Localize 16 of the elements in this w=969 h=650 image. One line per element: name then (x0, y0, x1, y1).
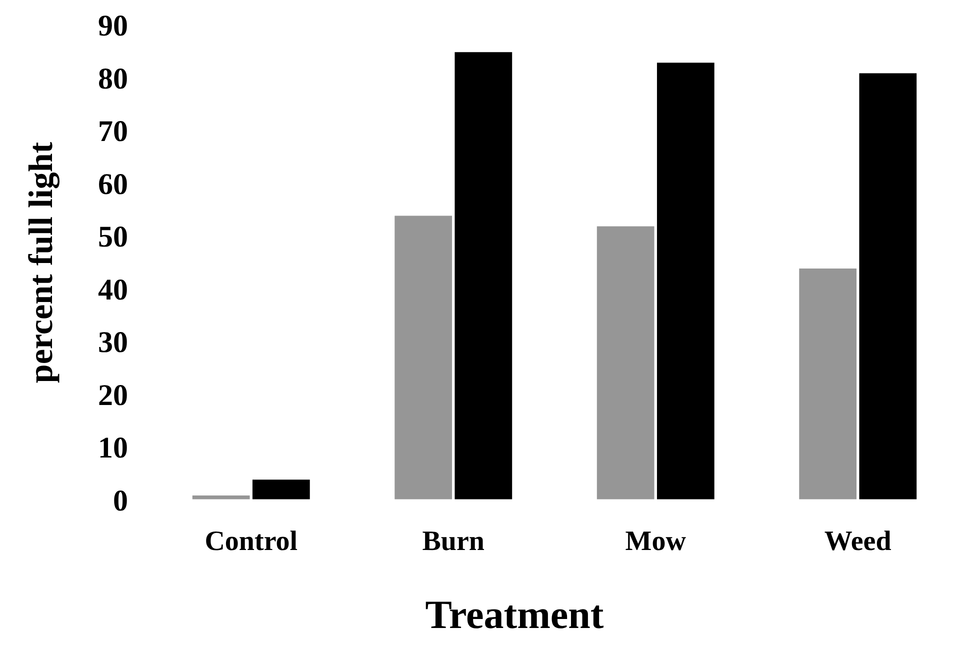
y-tick-label: 70 (98, 115, 128, 148)
x-axis-title: Treatment (425, 592, 604, 637)
y-tick-label: 20 (98, 378, 128, 412)
y-axis-title: percent full light (23, 141, 60, 384)
y-tick-label: 30 (98, 326, 128, 360)
y-tick-label: 90 (98, 10, 128, 42)
x-tick-label: Weed (824, 526, 892, 557)
x-tick-label: Burn (422, 526, 485, 557)
y-tick-label: 60 (98, 168, 128, 201)
y-tick-label: 50 (98, 220, 128, 254)
y-tick-label: 40 (98, 273, 128, 306)
y-tick-label: 10 (98, 432, 128, 465)
x-tick-label: Mow (625, 526, 687, 557)
x-tick-label: Control (204, 526, 298, 557)
y-tick-label: 0 (113, 484, 128, 518)
y-tick-label: 80 (98, 62, 128, 96)
